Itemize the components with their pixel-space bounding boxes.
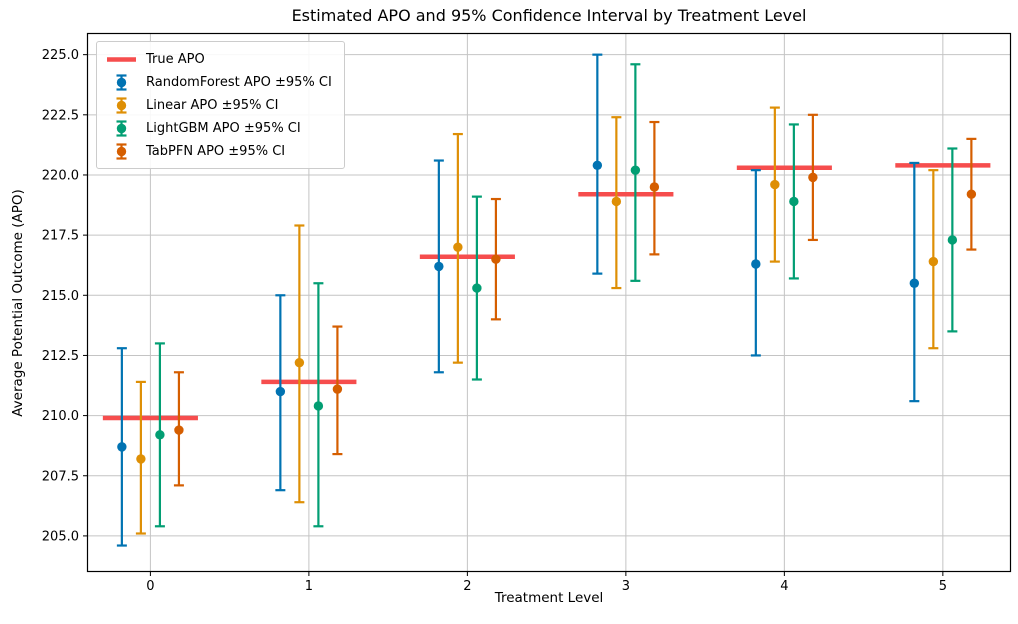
x-tick-label: 2 [463,579,471,594]
legend-label: RandomForest APO ±95% CI [146,74,332,90]
x-axis-label: Treatment Level [494,590,604,606]
legend-point [116,123,127,133]
apo-point [275,386,286,397]
errorbar-series [173,113,977,487]
legend-label: LightGBM APO ±95% CI [146,120,301,136]
y-tick-label: 215.0 [42,289,79,304]
legend-point [116,77,127,87]
errorbar-series [154,63,958,528]
apo-point [751,259,761,269]
apo-point [928,256,939,267]
legend-item: Linear APO ±95% CI [106,95,332,115]
legend-item: TabPFN APO ±95% CI [106,141,332,161]
legend-item: LightGBM APO ±95% CI [106,118,332,138]
apo-point [770,179,780,190]
x-tick-label: 3 [622,579,630,594]
apo-point [491,254,501,264]
legend-item: RandomForest APO ±95% CI [106,72,332,92]
errorbar-legend-glyph [116,73,127,91]
apo-point [117,442,127,452]
apo-point [789,196,799,207]
y-tick-label: 220.0 [42,169,79,184]
apo-point [155,430,165,440]
y-axis-label: Average Potential Outcome (APO) [10,189,26,417]
legend-label: True APO [146,51,205,67]
errorbar-legend-glyph [116,96,127,114]
legend-point [116,100,127,110]
x-tick-label: 4 [780,579,788,594]
plot-frame [86,32,1012,573]
y-tick-label: 225.0 [42,48,79,63]
data-layer [102,53,991,547]
apo-point [434,261,444,272]
apo-point [136,454,146,464]
chart-title: Estimated APO and 95% Confidence Interva… [292,6,807,25]
apo-point [966,189,977,199]
apo-point [294,357,305,368]
apo-point [453,242,463,252]
errorbar-legend-glyph [116,119,127,137]
apo-point [947,235,958,245]
legend-point [116,146,127,156]
x-tick-label: 1 [305,579,313,594]
true-apo-lines [102,163,991,421]
apo-point [592,160,603,171]
y-tick-label: 212.5 [42,349,79,364]
apo-point [174,425,184,435]
apo-point [630,165,641,175]
apo-point [611,196,622,207]
apo-point [808,172,818,183]
apo-point [649,182,660,192]
legend-label: TabPFN APO ±95% CI [146,143,286,159]
errorbar-series [135,106,939,535]
errorbar-series [116,53,920,547]
legend-item: True APO [106,49,332,69]
y-tick-label: 217.5 [42,229,79,244]
apo-point [313,401,324,411]
legend: True APO RandomForest APO ±95% CI Linear A… [96,41,345,169]
x-tick-label: 5 [939,579,947,594]
y-tick-label: 207.5 [42,469,79,484]
legend-label: Linear APO ±95% CI [146,97,279,113]
errorbar-legend-glyph [116,142,127,160]
y-tick-label: 205.0 [42,529,79,544]
true-apo-legend-glyph [107,56,136,62]
y-tick-label: 222.5 [42,108,79,123]
apo-point [472,283,482,293]
apo-point [909,278,920,288]
x-tick-label: 0 [146,579,154,594]
axes-frame: 205.0 207.5 210.0 212.5 215.0 217.5 220.0 222.5… [42,32,1012,594]
apo-point [332,384,343,394]
y-tick-label: 210.0 [42,409,79,424]
